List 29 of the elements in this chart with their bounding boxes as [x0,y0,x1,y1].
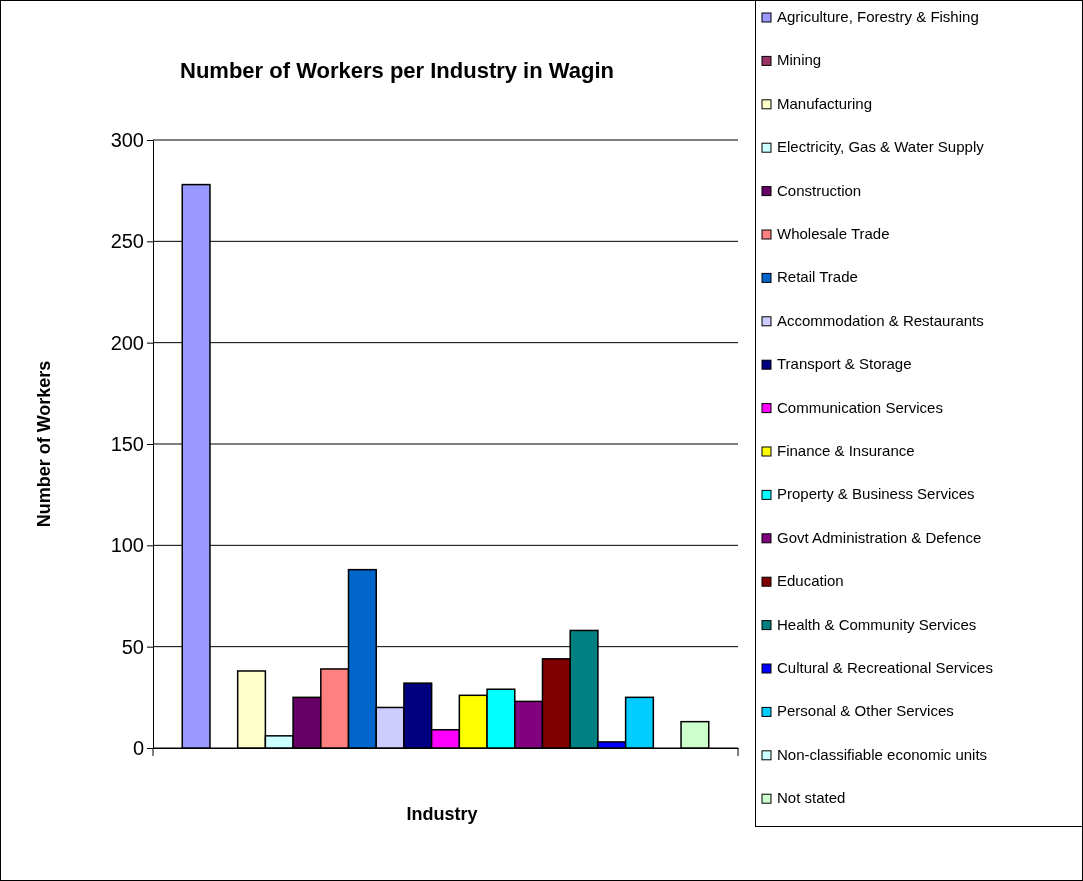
legend-label: Finance & Insurance [777,442,915,459]
x-axis-title: Industry [406,804,478,824]
y-tick-label: 300 [110,128,144,151]
legend-label: Construction [777,181,862,199]
chart-title: Number of Workers per Industry in Wagin [180,58,614,83]
legend-label: Not stated [777,789,846,807]
legend-label: Manufacturing [777,94,873,112]
legend-label: Mining [777,51,822,69]
y-tick-label: 250 [110,230,144,253]
legend-label: Govt Administration & Defence [777,528,982,546]
legend-label: Communication Services [777,398,943,416]
legend-label: Electricity, Gas & Water Supply [777,138,985,156]
y-tick-label: 100 [110,534,144,557]
legend-label: Wholesale Trade [777,225,890,242]
legend-label: Cultural & Recreational Services [777,659,993,676]
y-axis-title: Number of Workers [34,360,54,528]
legend-label: Agriculture, Forestry & Fishing [777,8,979,25]
legend-label: Accommodation & Restaurants [777,311,984,329]
legend-label: Health & Community Services [777,615,977,633]
y-tick-label: 0 [132,736,144,759]
legend-label: Personal & Other Services [777,702,954,720]
y-tick-label: 150 [110,432,144,455]
y-tick-label: 200 [110,331,144,354]
legend-label: Retail Trade [777,268,858,286]
legend-label: Property & Business Services [777,485,975,503]
y-tick-label: 50 [121,635,144,658]
legend-label: Transport & Storage [777,355,912,373]
legend-label: Education [777,572,844,590]
legend-label: Non-classifiable economic units [777,745,988,763]
